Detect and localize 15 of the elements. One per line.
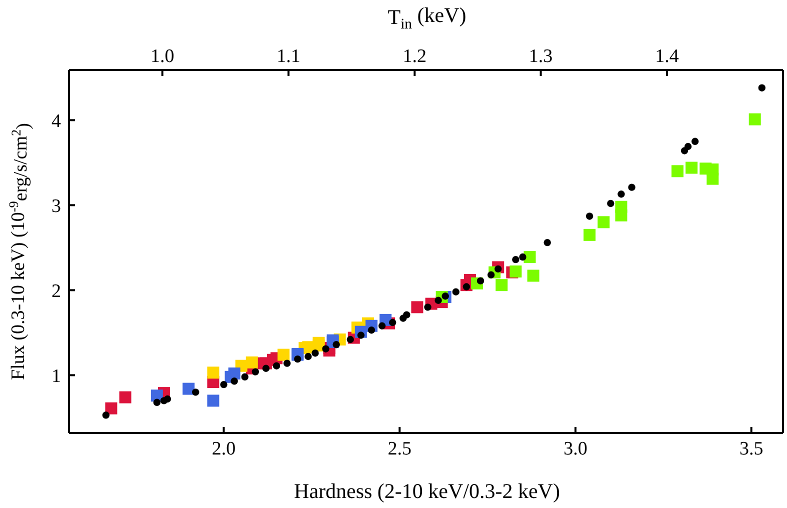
x2-tick-label: 1.4	[655, 46, 680, 67]
y-tick-label: 2	[52, 280, 61, 302]
x-axis-title: Hardness (2-10 keV/0.3-2 keV)	[294, 479, 560, 503]
y-tick-label: 3	[52, 196, 61, 217]
x2-axis-title: T$_{in}$ (keV)	[388, 3, 466, 32]
x-tick-label: 2.0	[212, 438, 236, 460]
x2-tick-label: 1.3	[528, 46, 553, 67]
x-tick-label: 3.5	[739, 438, 764, 460]
x-tick-label: 3.0	[564, 438, 588, 460]
x-tick-label: 2.5	[388, 438, 412, 460]
x2-tick-label: 1.0	[150, 46, 174, 67]
y-tick-label: 4	[52, 110, 62, 132]
x2-tick-label: 1.1	[276, 46, 300, 67]
y-tick-label: 1	[52, 366, 61, 387]
x2-tick-label: 1.2	[402, 46, 427, 67]
